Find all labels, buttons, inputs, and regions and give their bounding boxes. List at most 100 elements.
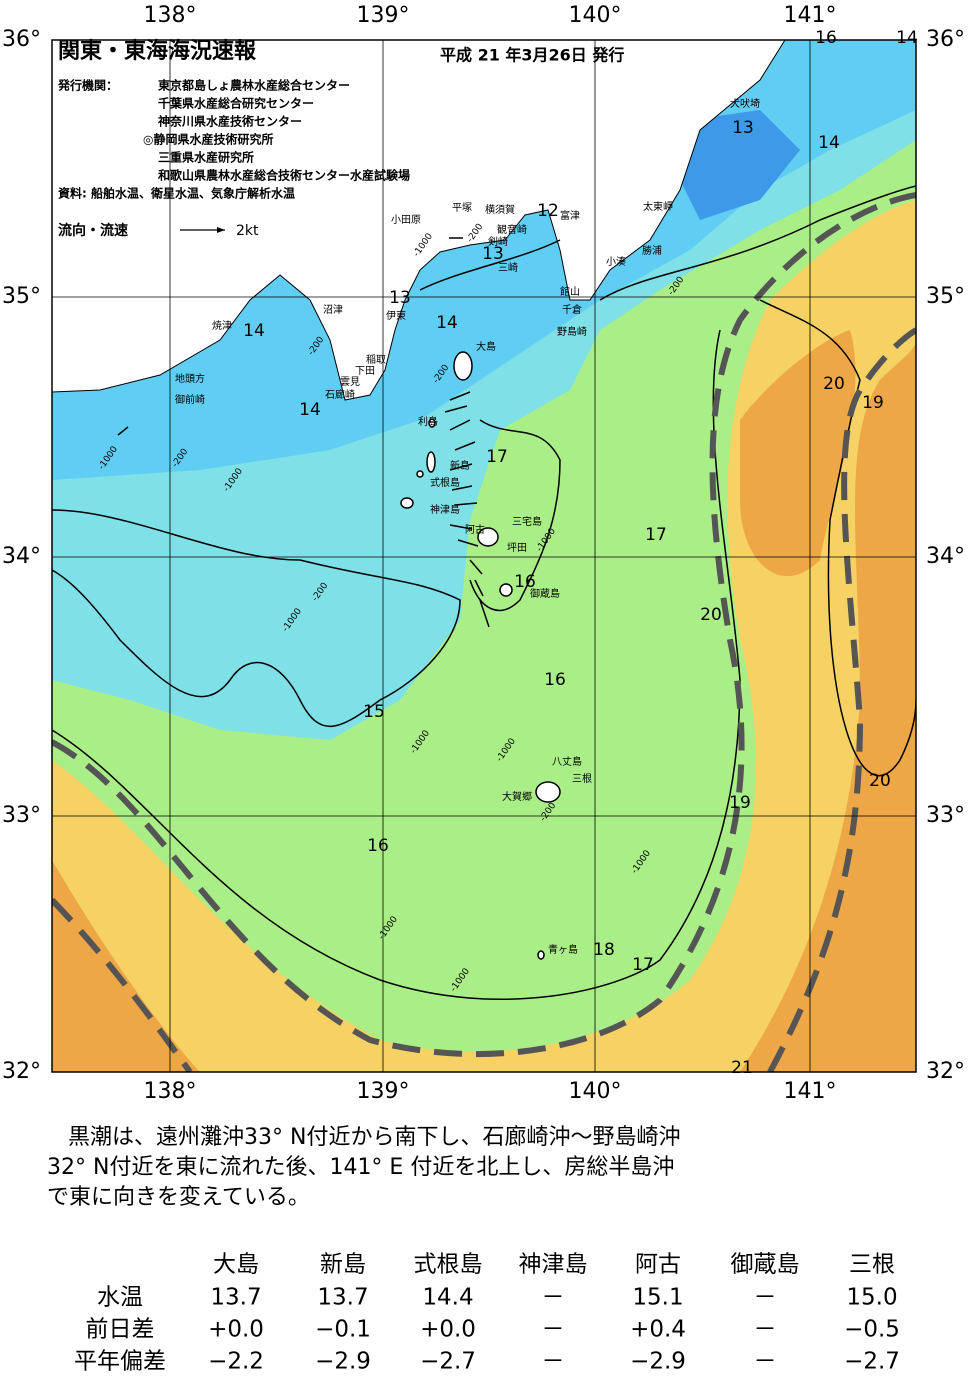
lat-label: 34° (926, 544, 965, 569)
place-name: 御前崎 (175, 393, 205, 406)
lat-label: 36° (926, 27, 965, 52)
place-name: 下田 (355, 366, 375, 377)
table-header: 三根 (849, 1252, 895, 1278)
sea-deep-blue (680, 110, 800, 220)
place-name: 地頭方 (175, 372, 205, 385)
contour-label: 15 (363, 702, 385, 722)
contour-label: 17 (645, 525, 667, 545)
graticule (52, 40, 916, 1072)
place-name: 小田原 (391, 214, 421, 226)
lon-label: 139° (357, 1079, 410, 1104)
table-cell: −0.1 (315, 1317, 371, 1343)
place-name: 利島 (418, 415, 438, 428)
contour-label: 14 (896, 28, 918, 48)
title: 関東・東海海況速報 (58, 38, 257, 64)
place-name: 坪田 (507, 541, 527, 554)
table-cell: +0.0 (420, 1317, 476, 1343)
contour-label: 17 (486, 447, 508, 467)
legend-arrowhead (217, 227, 225, 233)
lon-label: 139° (357, 3, 410, 28)
table-cell: +0.4 (630, 1317, 686, 1343)
legend-speed: 2kt (236, 223, 259, 239)
issuer: 三重県水産研究所 (158, 150, 254, 165)
table-cell: 15.1 (632, 1285, 683, 1311)
table-header: 神津島 (519, 1252, 588, 1278)
row-label: 平年偏差 (74, 1349, 166, 1375)
table-cell: － (542, 1317, 565, 1343)
place-name: 館山 (560, 285, 580, 298)
legend-label: 流向・流速 (58, 222, 128, 239)
lat-label: 33° (2, 803, 41, 828)
place-name: 三宅島 (512, 515, 542, 528)
table-cell: － (542, 1349, 565, 1375)
lat-label: 33° (926, 803, 965, 828)
issuer-label: 発行機関： (57, 78, 118, 93)
isotherms (52, 185, 916, 1001)
contour-label: 20 (823, 374, 845, 394)
table-cell: － (754, 1349, 777, 1375)
contour-label: 17 (632, 955, 654, 975)
table-cell: −2.9 (630, 1349, 686, 1375)
place-name: 大島 (476, 340, 496, 353)
table-cell: +0.0 (208, 1317, 264, 1343)
land (52, 40, 786, 401)
contour-label: 14 (818, 133, 840, 153)
lat-label: 32° (2, 1059, 41, 1084)
place-name: 剣崎 (488, 235, 508, 248)
map (52, 40, 916, 1072)
lon-label: 138° (144, 3, 197, 28)
lon-label: 141° (784, 3, 837, 28)
place-name: 伊東 (386, 309, 406, 322)
place-name: 稲取 (366, 354, 386, 366)
lat-label: 36° (2, 27, 41, 52)
table-cell: −2.2 (208, 1349, 264, 1375)
contour-label: 20 (869, 771, 891, 791)
place-name: 御蔵島 (530, 587, 560, 600)
place-name: 石廊崎 (325, 388, 355, 401)
place-name: 犬吠埼 (730, 97, 760, 110)
place-name: 神津島 (430, 503, 460, 516)
issuer: 和歌山県農林水産総合技術センター水産試験場 (157, 168, 410, 183)
place-name: 八丈島 (552, 755, 582, 768)
description-line: で東に向きを変えている。 (47, 1185, 310, 1210)
contour-label: 21 (731, 1058, 753, 1078)
table-cell: 15.0 (846, 1285, 897, 1311)
lat-label: 35° (2, 284, 41, 309)
table-cell: － (754, 1285, 777, 1311)
table-header: 大島 (213, 1252, 259, 1278)
description-line: 32° N付近を東に流れた後、141° E 付近を北上し、房総半島沖 (47, 1155, 674, 1180)
place-name: 勝浦 (642, 244, 662, 257)
place-name: 焼津 (212, 320, 232, 332)
row-label: 水温 (97, 1285, 143, 1311)
place-name: 横須賀 (485, 203, 515, 216)
issuer: ◎静岡県水産技術研究所 (143, 132, 273, 147)
issue-date: 平成 21 年3月26日 発行 (440, 46, 624, 65)
issuer: 神奈川県水産技術センター (158, 114, 302, 129)
place-name: 富津 (560, 209, 580, 222)
table-header: 阿古 (635, 1252, 681, 1278)
table-header: 御蔵島 (731, 1252, 800, 1278)
place-name: 雲見 (340, 376, 360, 388)
contour-label: 14 (243, 321, 265, 341)
contour-label: 20 (700, 605, 722, 625)
place-name: 太東岬 (643, 200, 673, 213)
table-header: 式根島 (414, 1252, 483, 1278)
place-name: 三崎 (498, 261, 518, 274)
contour-label: 13 (482, 244, 504, 264)
contour-label: 16 (544, 670, 566, 690)
table-cell: 13.7 (210, 1285, 261, 1311)
contour-label: 18 (593, 940, 615, 960)
place-name: 小湊 (606, 255, 626, 268)
contour-label: 16 (815, 28, 837, 48)
issuer: 東京都島しょ農林水産総合センター (158, 78, 350, 93)
place-name: 阿古 (465, 523, 485, 536)
islands (400, 351, 561, 960)
contour-label: 19 (862, 393, 884, 413)
contour-label: 16 (367, 836, 389, 856)
table-cell: −2.7 (844, 1349, 900, 1375)
lat-label: 32° (926, 1059, 965, 1084)
table-header: 新島 (320, 1252, 366, 1278)
table-cell: 14.4 (422, 1285, 473, 1311)
lat-label: 35° (926, 284, 965, 309)
